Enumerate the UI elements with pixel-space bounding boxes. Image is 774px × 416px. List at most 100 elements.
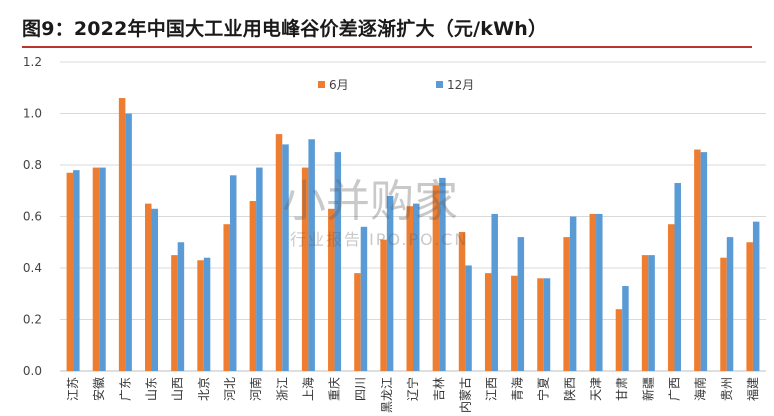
bar-dec	[334, 152, 342, 371]
x-tick-label: 新疆	[640, 377, 655, 401]
bar-jun	[275, 134, 283, 371]
bar-dec	[439, 177, 446, 371]
y-tick-label: 0.2	[23, 313, 42, 327]
bar-dec	[99, 167, 106, 371]
x-tick-label: 黑龙江	[380, 377, 394, 413]
bar-dec	[177, 242, 185, 371]
bar-jun	[458, 231, 466, 371]
bar-jun	[406, 206, 413, 371]
legend-swatch	[436, 81, 443, 88]
bar-dec	[282, 144, 289, 371]
x-tick-label: 青海	[510, 377, 525, 401]
x-tick-label: 安徽	[91, 377, 106, 401]
bar-jun	[328, 208, 335, 371]
bar-dec	[648, 255, 655, 371]
y-tick-label: 1.2	[23, 55, 42, 69]
bar-dec	[203, 257, 211, 371]
bar-jun	[484, 273, 492, 371]
bar-dec	[413, 203, 420, 371]
bar-jun	[301, 167, 309, 371]
bar-jun	[615, 309, 623, 371]
x-tick-label: 陕西	[562, 377, 577, 401]
bar-jun	[66, 172, 74, 371]
bar-dec	[308, 139, 315, 371]
legend-label: 12月	[447, 78, 474, 92]
y-tick-label: 0.0	[23, 364, 42, 378]
bar-jun	[145, 203, 152, 371]
y-tick-label: 0.4	[23, 261, 42, 275]
bar-jun	[223, 224, 230, 371]
x-tick-label: 四川	[354, 377, 368, 401]
bar-jun	[118, 98, 126, 372]
bar-dec	[256, 167, 263, 371]
bar-dec	[386, 195, 394, 371]
x-tick-label: 天津	[589, 377, 603, 401]
bar-jun	[249, 201, 257, 371]
x-tick-label: 山东	[145, 377, 159, 401]
bar-dec	[73, 170, 80, 371]
watermark-logo: 小并购家	[282, 176, 458, 227]
bar-jun	[589, 213, 597, 371]
bar-dec	[491, 213, 498, 371]
bar-dec	[517, 237, 525, 371]
bar-jun	[197, 260, 204, 371]
bar-dec	[360, 226, 368, 371]
x-tick-label: 北京	[197, 377, 211, 401]
legend-label: 6月	[329, 78, 349, 92]
x-tick-label: 河南	[248, 377, 263, 401]
title-underline	[22, 46, 752, 48]
y-tick-label: 1.0	[23, 107, 42, 121]
x-tick-label: 广西	[667, 377, 681, 401]
bar-jun	[694, 149, 701, 371]
bar-dec	[674, 183, 681, 371]
x-axis: 江苏 安徽 广东 山东 山西 北京 河北 河南 浙江 上海 重庆 四川 黑龙江 辽宁 吉林 内蒙古 江西 青海 宁夏…	[66, 377, 760, 413]
x-tick-label: 宁夏	[536, 377, 551, 401]
x-tick-label: 内蒙古	[457, 377, 472, 413]
legend-swatch	[318, 81, 325, 88]
bar-dec	[622, 286, 629, 371]
x-tick-label: 吉林	[432, 377, 446, 401]
x-tick-label: 甘肃	[615, 377, 629, 401]
x-tick-label: 江西	[484, 377, 498, 401]
bar-jun	[720, 257, 727, 371]
x-tick-label: 浙江	[275, 377, 289, 401]
bar-dec	[125, 113, 132, 371]
bars	[66, 98, 760, 372]
bar-jun	[537, 278, 544, 371]
bar-jun	[667, 224, 675, 371]
x-tick-label: 福建	[745, 377, 760, 401]
y-axis: 0.0 0.2 0.4 0.6 0.8 1.0 1.2	[23, 55, 42, 378]
x-tick-label: 广东	[118, 377, 132, 401]
bar-jun	[563, 237, 570, 371]
x-tick-label: 江苏	[66, 377, 80, 401]
x-tick-label: 山西	[171, 377, 185, 401]
bar-dec	[543, 278, 551, 371]
x-tick-label: 重庆	[328, 377, 342, 401]
bar-dec	[700, 152, 708, 371]
bar-dec	[596, 213, 603, 371]
bar-jun	[171, 255, 178, 371]
bar-jun	[92, 167, 100, 371]
x-tick-label: 河北	[223, 377, 237, 401]
x-tick-label: 辽宁	[405, 377, 420, 401]
bar-jun	[432, 185, 440, 371]
legend: 6月 12月	[318, 78, 474, 92]
bar-jun	[354, 273, 361, 371]
y-tick-label: 0.6	[23, 210, 42, 224]
chart-title: 图9：2022年中国大工业用电峰谷价差逐渐扩大（元/kWh）	[22, 18, 548, 40]
watermark-subtitle: 行业报告 IPO.PO.CN	[290, 230, 469, 249]
y-tick-label: 0.8	[23, 158, 42, 172]
bar-dec	[752, 221, 760, 371]
bar-jun	[641, 255, 649, 371]
x-tick-label: 上海	[300, 377, 315, 401]
bar-dec	[229, 175, 237, 371]
bar-dec	[726, 237, 734, 371]
x-tick-label: 贵州	[720, 377, 734, 401]
bar-dec	[569, 216, 577, 371]
bar-jun	[511, 275, 518, 371]
bar-jun	[380, 239, 387, 371]
bar-dec	[151, 208, 159, 371]
bar-jun	[746, 242, 753, 371]
bar-dec	[465, 265, 472, 371]
